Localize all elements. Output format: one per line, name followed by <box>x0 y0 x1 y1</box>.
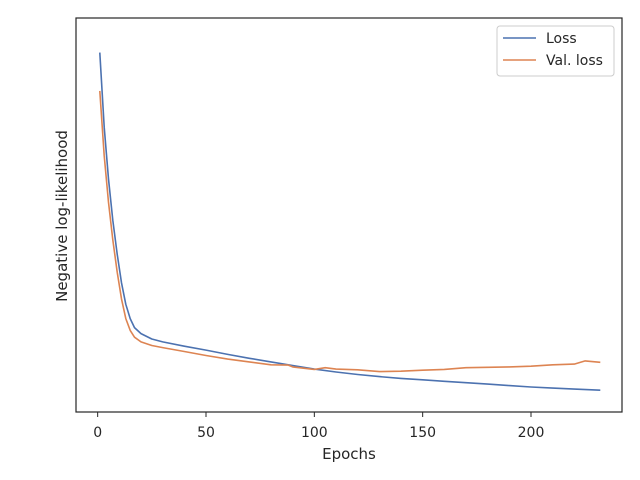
x-tick-label: 50 <box>197 425 215 441</box>
series-line-loss <box>99 52 601 391</box>
x-tick-label: 100 <box>301 425 328 441</box>
legend-label-loss: Loss <box>546 31 577 47</box>
x-tick-label: 150 <box>409 425 436 441</box>
legend-label-val-loss: Val. loss <box>546 53 603 69</box>
x-axis-label: Epochs <box>322 445 376 463</box>
series-line-val-loss <box>99 90 601 373</box>
x-tick-label: 200 <box>518 425 545 441</box>
legend: Loss Val. loss <box>496 25 615 77</box>
plot-lines <box>99 52 601 391</box>
plot-frame <box>75 17 623 413</box>
x-axis-ticks: 0 50 100 150 200 <box>93 412 544 441</box>
x-tick-label: 0 <box>93 425 102 441</box>
y-axis-label: Negative log-likelihood <box>53 130 71 302</box>
